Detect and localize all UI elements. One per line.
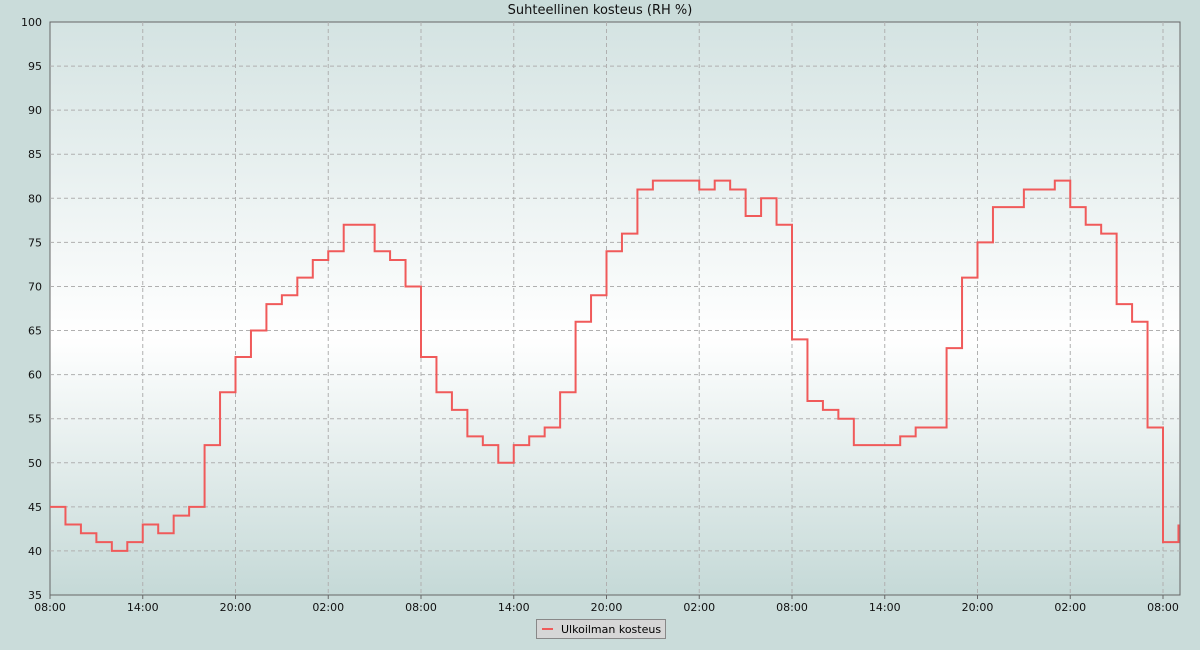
x-tick-label: 08:00 (776, 601, 808, 614)
x-tick-label: 08:00 (1147, 601, 1179, 614)
y-tick-label: 70 (28, 280, 42, 293)
x-tick-label: 08:00 (405, 601, 437, 614)
x-tick-label: 14:00 (498, 601, 530, 614)
y-tick-label: 65 (28, 325, 42, 338)
x-tick-label: 08:00 (34, 601, 66, 614)
legend-swatch (542, 628, 553, 630)
y-tick-label: 85 (28, 148, 42, 161)
x-tick-label: 02:00 (1054, 601, 1086, 614)
x-tick-label: 02:00 (312, 601, 344, 614)
legend: Ulkoilman kosteus (536, 619, 666, 639)
x-tick-label: 14:00 (127, 601, 159, 614)
y-tick-label: 45 (28, 501, 42, 514)
x-tick-label: 20:00 (220, 601, 252, 614)
y-tick-label: 95 (28, 60, 42, 73)
legend-label: Ulkoilman kosteus (561, 622, 662, 636)
x-tick-label: 14:00 (869, 601, 901, 614)
y-tick-label: 35 (28, 589, 42, 602)
chart-title: Suhteellinen kosteus (RH %) (507, 3, 693, 18)
y-tick-label: 100 (21, 16, 42, 29)
y-tick-label: 50 (28, 457, 42, 470)
y-tick-label: 55 (28, 413, 42, 426)
x-tick-label: 02:00 (683, 601, 715, 614)
x-tick-label: 20:00 (591, 601, 623, 614)
plot-area (49, 21, 1181, 596)
y-tick-label: 80 (28, 192, 42, 205)
x-tick-label: 20:00 (962, 601, 994, 614)
y-tick-label: 75 (28, 236, 42, 249)
y-tick-label: 60 (28, 369, 42, 382)
y-tick-label: 40 (28, 545, 42, 558)
y-tick-label: 90 (28, 104, 42, 117)
